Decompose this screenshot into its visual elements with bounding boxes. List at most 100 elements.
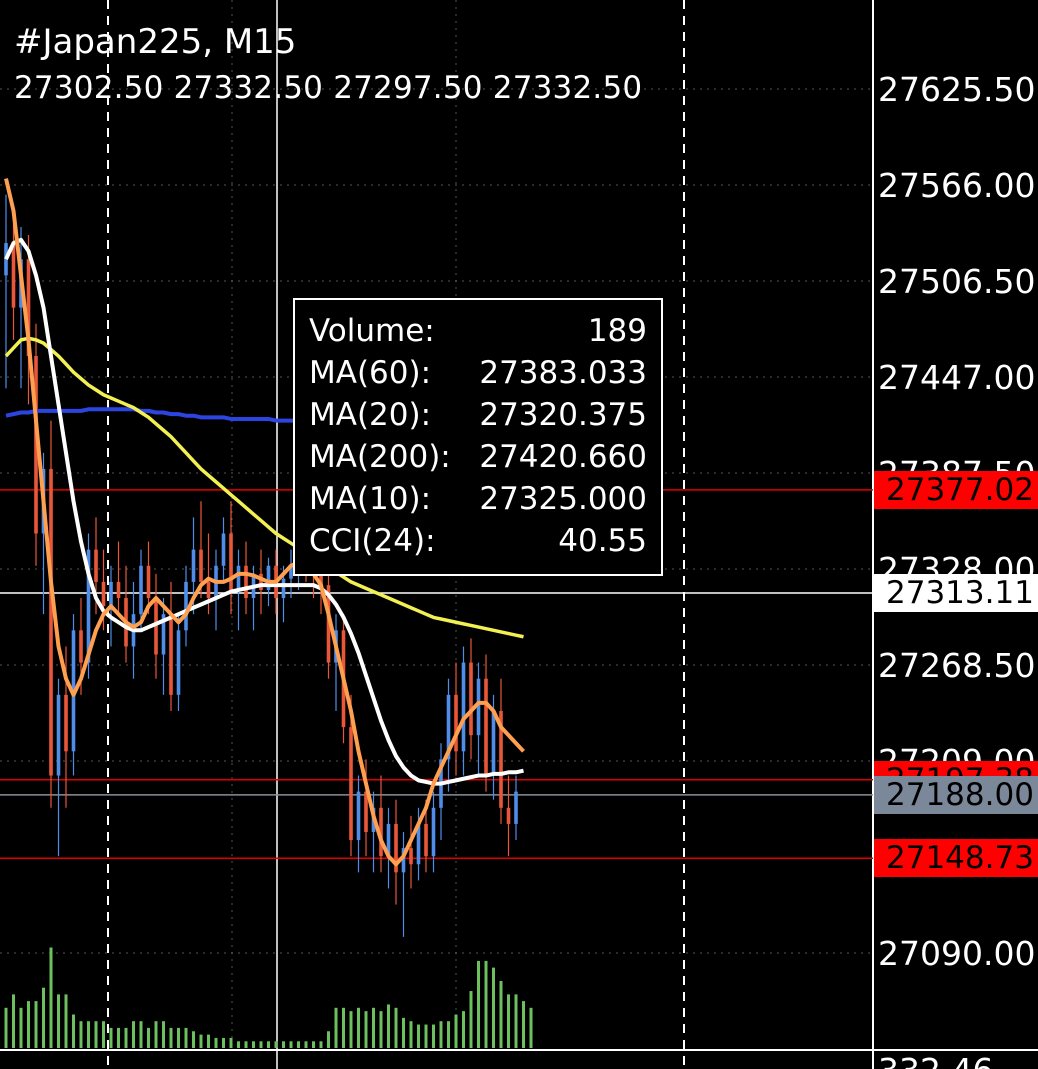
volume-bar <box>184 1027 188 1048</box>
candle-body <box>506 807 511 824</box>
volume-bar <box>342 1007 345 1048</box>
subwindow-tick-label: 332.46 <box>878 1051 993 1069</box>
ma10-line <box>4 178 525 867</box>
volume-bar <box>162 1021 165 1048</box>
volume-bar <box>192 1031 195 1048</box>
moving-averages <box>4 178 525 867</box>
volume-bar <box>529 1007 533 1048</box>
volume-bar <box>199 1034 203 1048</box>
volume-bar <box>432 1024 435 1048</box>
y-tick-label: 27090.00 <box>878 934 1035 973</box>
volume-bar <box>139 1021 143 1048</box>
candle-body <box>34 356 38 534</box>
volume-bar <box>102 1021 105 1048</box>
candle-body <box>139 565 143 615</box>
volume-bar <box>312 1041 315 1048</box>
info-value: 27420.660 <box>479 439 647 475</box>
y-tick-label: 27268.50 <box>878 646 1035 685</box>
volume-bar <box>49 947 53 1048</box>
volume-bar <box>447 1021 450 1048</box>
price-tag: 27377.02 <box>874 470 1038 509</box>
candle-body <box>416 823 421 865</box>
ohlc-close: 27332.50 <box>492 70 643 106</box>
volume-bar <box>514 994 518 1048</box>
candle-body <box>176 630 181 695</box>
volume-bar <box>57 994 60 1048</box>
volume-bar <box>4 1007 8 1048</box>
candle-body <box>476 678 481 736</box>
info-row-ma20: MA(20): 27320.375 <box>309 394 647 436</box>
candle-body <box>116 581 121 599</box>
volume-bar <box>499 981 503 1048</box>
ohlc-high: 27332.50 <box>173 70 324 106</box>
price-tag: 27313.11 <box>874 574 1038 613</box>
volume-bar <box>484 960 488 1048</box>
info-value: 27320.375 <box>479 397 647 433</box>
y-tick-label: 27506.50 <box>878 262 1035 301</box>
volume-bar <box>454 1014 458 1048</box>
candle-body <box>199 549 203 582</box>
candle-body <box>161 614 166 655</box>
y-tick-label: 27625.50 <box>878 70 1035 109</box>
price-tag: 27188.00 <box>874 775 1038 814</box>
volume-bar <box>327 1031 330 1048</box>
volume-bar <box>42 987 45 1048</box>
volume-bar <box>94 1021 98 1048</box>
candle-body <box>184 581 188 631</box>
volume-bar <box>267 1041 270 1048</box>
info-label: Volume: <box>309 313 435 349</box>
candle-body <box>379 807 383 857</box>
info-label: MA(20): <box>309 397 432 433</box>
info-value: 189 <box>587 313 647 349</box>
volume-bar <box>439 1021 443 1048</box>
info-row-ma10: MA(10): 27325.000 <box>309 478 647 520</box>
volume-bar <box>79 1021 83 1048</box>
info-label: CCI(24): <box>309 523 436 559</box>
info-row-cci: CCI(24): 40.55 <box>309 520 647 562</box>
candle-body <box>484 678 488 776</box>
volume-bar <box>117 1027 120 1048</box>
y-tick-label: 27447.00 <box>878 358 1035 397</box>
ma60-line <box>4 336 524 639</box>
candle-body <box>169 614 173 695</box>
volume-bar <box>402 1017 405 1048</box>
candle-body <box>49 468 53 776</box>
candle-body <box>424 823 428 857</box>
volume-bar <box>507 994 510 1048</box>
volume-bar <box>282 1041 285 1048</box>
y-tick-label: 27566.00 <box>878 166 1035 205</box>
ohlc-open: 27302.50 <box>14 70 164 106</box>
volume-bar <box>297 1041 300 1048</box>
candle-body <box>454 694 458 752</box>
info-label: MA(10): <box>309 481 432 517</box>
candle-body <box>56 694 61 776</box>
volume-bar <box>132 1021 135 1048</box>
candle-body <box>499 710 503 808</box>
ohlc-low: 27297.50 <box>333 70 483 106</box>
ma20-line <box>4 237 524 786</box>
volume-bar <box>229 1037 233 1048</box>
volume-bar <box>12 994 15 1048</box>
volume-bar <box>34 1001 38 1048</box>
candle-body <box>221 533 226 566</box>
ma200-line <box>5 407 299 423</box>
candle-body <box>394 823 398 873</box>
candle-body <box>446 694 451 760</box>
volume-bar <box>364 1011 368 1048</box>
candle-body <box>259 573 263 590</box>
volume-bar <box>87 1021 90 1048</box>
candle-body <box>514 791 518 824</box>
info-row-ma60: MA(60): 27383.033 <box>309 352 647 394</box>
volume-bar <box>319 1041 323 1048</box>
volume-bar <box>237 1041 240 1048</box>
candle-body <box>319 573 323 586</box>
volume-bar <box>244 1041 248 1048</box>
volume-bar <box>19 1007 23 1048</box>
y-axis-ticks: 27625.5027566.0027506.5027447.0027387.50… <box>878 70 1035 1069</box>
candle-body <box>236 565 241 590</box>
volume-bar <box>357 1007 360 1048</box>
candle-body <box>191 549 196 582</box>
volume-bar <box>522 1001 525 1048</box>
